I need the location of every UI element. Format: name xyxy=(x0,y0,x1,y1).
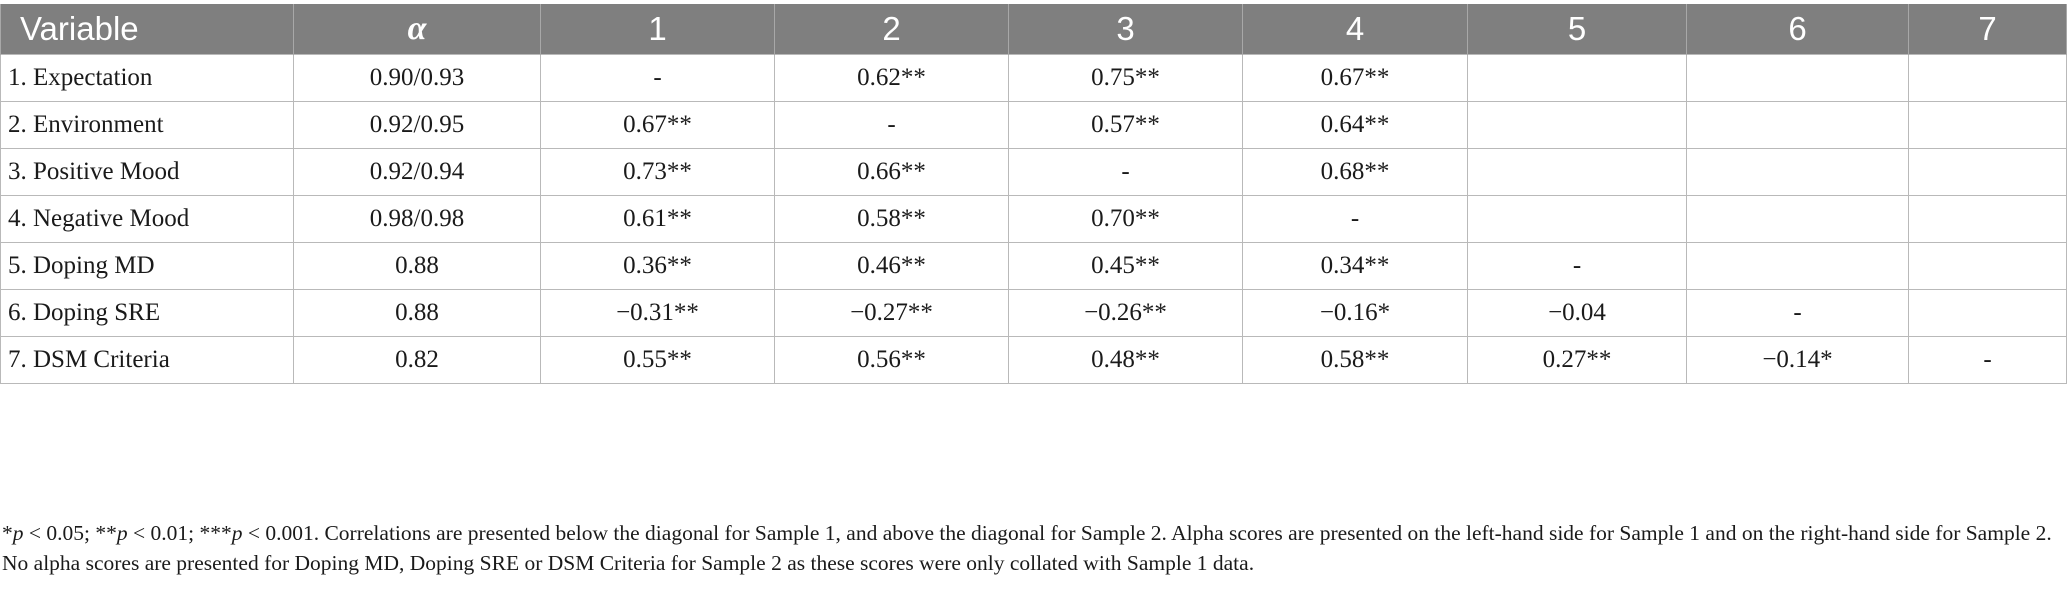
table-cell: - xyxy=(775,102,1009,149)
table-cell: - xyxy=(1687,290,1909,337)
footnote-text-2: < 0.01; *** xyxy=(128,521,232,545)
header-col-4: 4 xyxy=(1243,4,1468,55)
table-cell: 0.57** xyxy=(1009,102,1243,149)
table-cell: −0.27** xyxy=(775,290,1009,337)
table-cell: - xyxy=(1468,243,1687,290)
table-cell xyxy=(1468,102,1687,149)
table-row: 7. DSM Criteria 0.82 0.55** 0.56** 0.48*… xyxy=(1,337,2067,384)
footnote-star-1: * xyxy=(2,521,13,545)
variable-cell: 5. Doping MD xyxy=(1,243,294,290)
table-cell: 0.34** xyxy=(1243,243,1468,290)
table-cell: 0.56** xyxy=(775,337,1009,384)
table-cell xyxy=(1687,102,1909,149)
header-col-5: 5 xyxy=(1468,4,1687,55)
table-cell: 0.58** xyxy=(775,196,1009,243)
table-cell: 0.58** xyxy=(1243,337,1468,384)
table-cell: 0.27** xyxy=(1468,337,1687,384)
table-cell: - xyxy=(1909,337,2067,384)
table-cell: 0.67** xyxy=(1243,55,1468,102)
table-cell: 0.73** xyxy=(541,149,775,196)
table-cell: −0.16* xyxy=(1243,290,1468,337)
table-cell: −0.14* xyxy=(1687,337,1909,384)
footnote-p-2: p xyxy=(117,521,128,545)
header-col-2: 2 xyxy=(775,4,1009,55)
table-cell: −0.04 xyxy=(1468,290,1687,337)
table-cell: 0.45** xyxy=(1009,243,1243,290)
footnote-text-1: < 0.05; ** xyxy=(24,521,117,545)
footnote-p-1: p xyxy=(13,521,24,545)
alpha-cell: 0.92/0.94 xyxy=(294,149,541,196)
header-alpha: α xyxy=(294,4,541,55)
variable-cell: 4. Negative Mood xyxy=(1,196,294,243)
header-col-7: 7 xyxy=(1909,4,2067,55)
table-cell xyxy=(1687,149,1909,196)
table-cell xyxy=(1909,149,2067,196)
table-cell: 0.61** xyxy=(541,196,775,243)
table-cell xyxy=(1909,102,2067,149)
correlation-table-container: Variable α 1 2 3 4 5 6 7 1. Expectation … xyxy=(0,4,2066,384)
table-cell: −0.31** xyxy=(541,290,775,337)
table-cell: 0.67** xyxy=(541,102,775,149)
table-cell: 0.55** xyxy=(541,337,775,384)
alpha-cell: 0.88 xyxy=(294,290,541,337)
table-cell: 0.48** xyxy=(1009,337,1243,384)
table-cell xyxy=(1909,290,2067,337)
variable-cell: 3. Positive Mood xyxy=(1,149,294,196)
table-row: 6. Doping SRE 0.88 −0.31** −0.27** −0.26… xyxy=(1,290,2067,337)
table-cell xyxy=(1909,55,2067,102)
table-cell: 0.66** xyxy=(775,149,1009,196)
table-cell: - xyxy=(1243,196,1468,243)
header-row: Variable α 1 2 3 4 5 6 7 xyxy=(1,4,2067,55)
table-cell: 0.68** xyxy=(1243,149,1468,196)
table-cell: - xyxy=(541,55,775,102)
variable-cell: 1. Expectation xyxy=(1,55,294,102)
table-cell xyxy=(1687,243,1909,290)
table-cell xyxy=(1468,196,1687,243)
header-variable: Variable xyxy=(1,4,294,55)
table-cell xyxy=(1909,196,2067,243)
table-cell: 0.36** xyxy=(541,243,775,290)
alpha-cell: 0.88 xyxy=(294,243,541,290)
table-cell: 0.62** xyxy=(775,55,1009,102)
table-cell: 0.64** xyxy=(1243,102,1468,149)
table-row: 2. Environment 0.92/0.95 0.67** - 0.57**… xyxy=(1,102,2067,149)
table-cell: 0.75** xyxy=(1009,55,1243,102)
correlation-table: Variable α 1 2 3 4 5 6 7 1. Expectation … xyxy=(0,4,2067,384)
footnote-text-3: < 0.001. Correlations are presented belo… xyxy=(2,521,2052,575)
table-row: 1. Expectation 0.90/0.93 - 0.62** 0.75**… xyxy=(1,55,2067,102)
table-row: 5. Doping MD 0.88 0.36** 0.46** 0.45** 0… xyxy=(1,243,2067,290)
alpha-cell: 0.90/0.93 xyxy=(294,55,541,102)
table-cell: 0.70** xyxy=(1009,196,1243,243)
header-col-1: 1 xyxy=(541,4,775,55)
footnote-p-3: p xyxy=(232,521,243,545)
header-col-3: 3 xyxy=(1009,4,1243,55)
table-cell: −0.26** xyxy=(1009,290,1243,337)
table-cell xyxy=(1468,149,1687,196)
variable-cell: 6. Doping SRE xyxy=(1,290,294,337)
table-cell xyxy=(1687,196,1909,243)
header-col-6: 6 xyxy=(1687,4,1909,55)
alpha-cell: 0.92/0.95 xyxy=(294,102,541,149)
alpha-cell: 0.98/0.98 xyxy=(294,196,541,243)
table-row: 3. Positive Mood 0.92/0.94 0.73** 0.66**… xyxy=(1,149,2067,196)
table-row: 4. Negative Mood 0.98/0.98 0.61** 0.58**… xyxy=(1,196,2067,243)
table-cell: 0.46** xyxy=(775,243,1009,290)
variable-cell: 2. Environment xyxy=(1,102,294,149)
variable-cell: 7. DSM Criteria xyxy=(1,337,294,384)
alpha-cell: 0.82 xyxy=(294,337,541,384)
table-cell xyxy=(1687,55,1909,102)
table-cell: - xyxy=(1009,149,1243,196)
table-cell xyxy=(1468,55,1687,102)
table-footnote: *p < 0.05; **p < 0.01; ***p < 0.001. Cor… xyxy=(2,518,2064,578)
table-cell xyxy=(1909,243,2067,290)
